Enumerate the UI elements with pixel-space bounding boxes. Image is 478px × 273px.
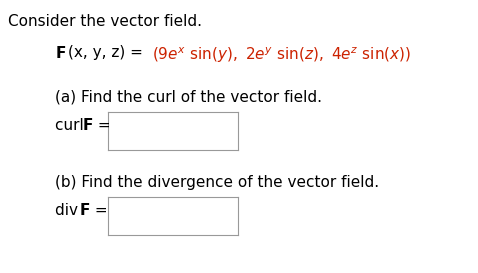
Text: (b) Find the divergence of the vector field.: (b) Find the divergence of the vector fi… — [55, 175, 379, 190]
Text: (a) Find the curl of the vector field.: (a) Find the curl of the vector field. — [55, 90, 322, 105]
Text: Consider the vector field.: Consider the vector field. — [8, 14, 202, 29]
Text: =: = — [90, 203, 108, 218]
Text: =: = — [93, 118, 110, 133]
Text: div: div — [55, 203, 83, 218]
Text: $(9e^x\ \mathrm{sin}(y),\ 2e^y\ \mathrm{sin}(z),\ 4e^z\ \mathrm{sin}(x))$: $(9e^x\ \mathrm{sin}(y),\ 2e^y\ \mathrm{… — [152, 45, 411, 65]
Text: curl: curl — [55, 118, 88, 133]
Text: (x, y, z) =: (x, y, z) = — [68, 45, 148, 60]
Text: F: F — [80, 203, 90, 218]
Text: F: F — [83, 118, 93, 133]
Text: $\bf{F}$: $\bf{F}$ — [55, 45, 66, 61]
